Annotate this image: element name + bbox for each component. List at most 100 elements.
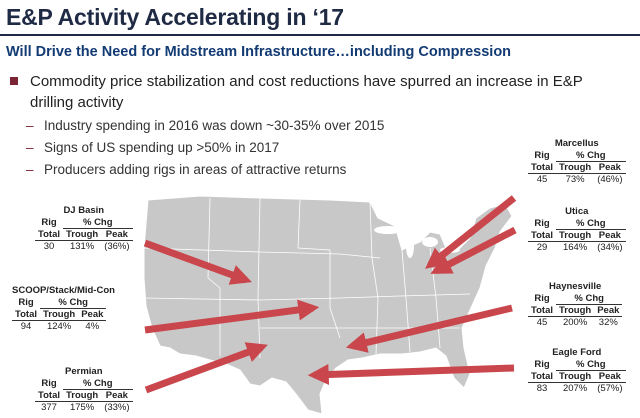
chg-header: % Chg <box>556 293 623 305</box>
trough-value: 175% <box>69 402 95 413</box>
basin-table: Rig % Chg Total Trough Peak 45 200% 32% <box>528 293 623 328</box>
trough-value: 207% <box>562 383 588 394</box>
peak-value: (36%) <box>104 241 130 252</box>
sub-bullet-text: Industry spending in 2016 was down ~30-3… <box>44 118 385 133</box>
trough-header: Trough <box>556 229 595 242</box>
total-header: Total <box>528 304 556 317</box>
basin-name: Haynesville <box>549 281 602 292</box>
arrow-eagle-ford <box>307 363 515 385</box>
basin-name: Permian <box>65 366 103 377</box>
state-borders <box>143 197 471 359</box>
basin-table: Rig % Chg Total Trough Peak 29 164% (34%) <box>528 218 626 253</box>
arrow-dj-basin <box>143 239 252 285</box>
chg-header: % Chg <box>63 378 133 390</box>
total-value: 45 <box>536 174 548 185</box>
trough-value: 124% <box>46 321 72 332</box>
main-bullet-text: Commodity price stabilization and cost r… <box>30 73 583 111</box>
sub-bullet: – Producers adding rigs in areas of attra… <box>26 162 346 177</box>
trough-header: Trough <box>556 161 595 174</box>
chg-header: % Chg <box>40 297 107 309</box>
chg-header: % Chg <box>556 218 626 230</box>
peak-value: (34%) <box>597 242 623 253</box>
peak-header: Peak <box>78 308 107 321</box>
main-bullet: Commodity price stabilization and cost r… <box>10 71 610 113</box>
peak-header: Peak <box>594 370 626 383</box>
square-bullet-icon <box>10 77 18 85</box>
total-value: 30 <box>43 241 55 252</box>
basin-box-dj: DJ Basin Rig % Chg Total Trough Peak 30 131%… <box>35 205 133 252</box>
total-value: 45 <box>536 317 548 328</box>
trough-value: 200% <box>562 317 588 328</box>
basin-name: Marcellus <box>554 138 599 149</box>
peak-value: (46%) <box>597 174 623 185</box>
trough-value: 164% <box>562 242 588 253</box>
rig-header: Rig <box>534 150 550 162</box>
trough-header: Trough <box>556 304 595 317</box>
basin-table: Rig % Chg Total Trough Peak 377 175% (33%) <box>35 378 133 413</box>
sub-bullet-text: Signs of US spending up >50% in 2017 <box>44 140 280 155</box>
basin-box-eagle-ford: Eagle Ford Rig % Chg Total Trough Peak 83 20… <box>528 347 626 394</box>
total-header: Total <box>528 161 556 174</box>
peak-value: (57%) <box>597 383 623 394</box>
basin-table: Rig % Chg Total Trough Peak 45 73% (46%) <box>528 150 626 185</box>
basin-box-scoop: SCOOP/Stack/Mid-Con Rig % Chg Total Trough… <box>12 285 115 332</box>
peak-header: Peak <box>594 304 623 317</box>
basin-box-permian: Permian Rig % Chg Total Trough Peak 377 175%… <box>35 366 133 413</box>
peak-header: Peak <box>594 161 626 174</box>
dash-icon: – <box>26 140 34 155</box>
sub-bullet: – Signs of US spending up >50% in 2017 <box>26 140 279 155</box>
chg-header: % Chg <box>556 359 626 371</box>
total-value: 94 <box>20 321 32 332</box>
total-value: 29 <box>536 242 548 253</box>
basin-box-utica: Utica Rig % Chg Total Trough Peak 29 164% (34… <box>528 206 626 253</box>
basin-table: Rig % Chg Total Trough Peak 94 124% 4% <box>12 297 107 332</box>
trough-value: 73% <box>565 174 585 185</box>
peak-header: Peak <box>101 228 133 241</box>
basin-name: SCOOP/Stack/Mid-Con <box>12 285 115 296</box>
trough-header: Trough <box>556 370 595 383</box>
basin-box-haynesville: Haynesville Rig % Chg Total Trough Peak 45 2… <box>528 281 623 328</box>
slide-title: E&P Activity Accelerating in ‘17 <box>6 4 344 30</box>
trough-header: Trough <box>63 389 102 402</box>
great-lakes <box>374 226 460 258</box>
peak-header: Peak <box>101 389 133 402</box>
basin-box-marcellus: Marcellus Rig % Chg Total Trough Peak 45 73%… <box>528 138 626 185</box>
total-header: Total <box>12 308 40 321</box>
trough-value: 131% <box>69 241 95 252</box>
arrow-haynesville <box>345 304 513 353</box>
arrow-scoop <box>144 299 320 334</box>
rig-header: Rig <box>41 378 57 390</box>
basin-table: Rig % Chg Total Trough Peak 83 207% (57%) <box>528 359 626 394</box>
sub-bullet-text: Producers adding rigs in areas of attrac… <box>44 162 347 177</box>
total-value: 83 <box>536 383 548 394</box>
chg-header: % Chg <box>556 150 626 162</box>
arrow-marcellus <box>425 195 517 269</box>
basin-name: Utica <box>565 206 589 217</box>
rig-header: Rig <box>534 293 550 305</box>
arrow-utica <box>430 226 517 275</box>
peak-value: 4% <box>85 321 100 332</box>
trough-header: Trough <box>40 308 79 321</box>
total-value: 377 <box>41 402 57 413</box>
chg-header: % Chg <box>63 217 133 229</box>
arrow-permian <box>144 342 268 394</box>
total-header: Total <box>35 228 63 241</box>
trough-header: Trough <box>63 228 102 241</box>
basin-table: Rig % Chg Total Trough Peak 30 131% (36%) <box>35 217 133 252</box>
peak-header: Peak <box>594 229 626 242</box>
peak-value: 32% <box>598 317 618 328</box>
sub-bullet: – Industry spending in 2016 was down ~30-… <box>26 118 384 133</box>
rig-header: Rig <box>18 297 34 309</box>
total-header: Total <box>528 229 556 242</box>
title-rule <box>0 34 640 36</box>
dash-icon: – <box>26 162 34 177</box>
total-header: Total <box>35 389 63 402</box>
rig-header: Rig <box>41 217 57 229</box>
basin-name: DJ Basin <box>63 205 105 216</box>
total-header: Total <box>528 370 556 383</box>
rig-header: Rig <box>534 218 550 230</box>
basin-name: Eagle Ford <box>552 347 602 358</box>
peak-value: (33%) <box>104 402 130 413</box>
dash-icon: – <box>26 118 34 133</box>
